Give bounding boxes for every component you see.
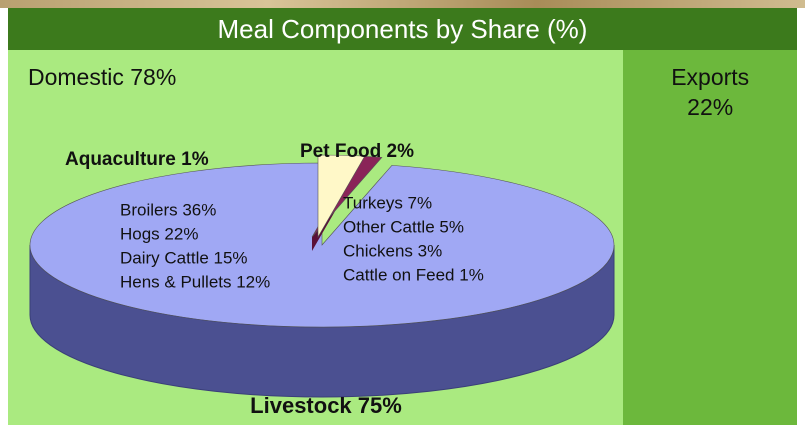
breakdown-label: Turkeys 7%	[343, 193, 432, 212]
share-panel: Exports 22%	[623, 50, 797, 425]
slice-label: Aquaculture 1%	[65, 149, 209, 170]
breakdown-label: Dairy Cattle 15%	[120, 248, 248, 267]
breakdown-label: Other Cattle 5%	[343, 217, 464, 236]
breakdown-label: Hogs 22%	[120, 224, 198, 243]
breakdown-label: Chickens 3%	[343, 241, 442, 260]
pie-slice	[317, 154, 366, 239]
panel-label: Domestic 78%	[28, 64, 177, 90]
texture-strip	[0, 0, 805, 8]
slice-label: Livestock 75%	[250, 393, 402, 418]
pie-slice	[29, 162, 615, 328]
title: Meal Components by Share (%)	[8, 8, 797, 50]
slice-label: Pet Food 2%	[300, 141, 414, 162]
breakdown-label: Hens & Pullets 12%	[120, 272, 270, 291]
breakdown-label: Cattle on Feed 1%	[343, 265, 484, 284]
breakdown-label: Broilers 36%	[120, 200, 216, 219]
panel-label: Exports 22%	[671, 64, 750, 120]
